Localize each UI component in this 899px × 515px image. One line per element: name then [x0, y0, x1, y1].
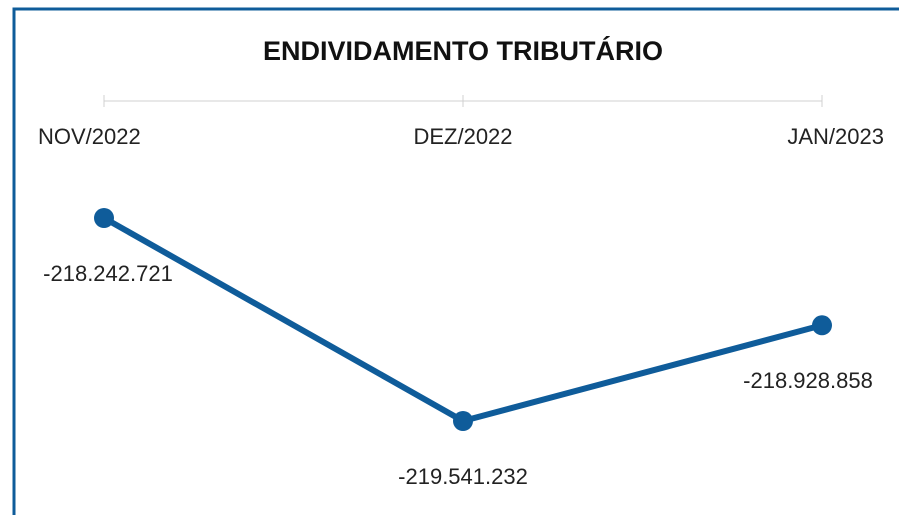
value-label: -218.928.858: [743, 368, 873, 393]
point: [453, 411, 473, 431]
frame: [12, 7, 899, 515]
value-label: -218.242.721: [43, 261, 173, 286]
chart-title: ENDIVIDAMENTO TRIBUTÁRIO: [263, 35, 663, 66]
x-tick-label: DEZ/2022: [413, 124, 512, 149]
x-tick-label: NOV/2022: [38, 124, 141, 149]
point: [94, 208, 114, 228]
point: [812, 315, 832, 336]
line: [102, 215, 823, 424]
value-label: -219.541.232: [398, 464, 528, 489]
x-tick-label: JAN/2023: [787, 124, 884, 149]
